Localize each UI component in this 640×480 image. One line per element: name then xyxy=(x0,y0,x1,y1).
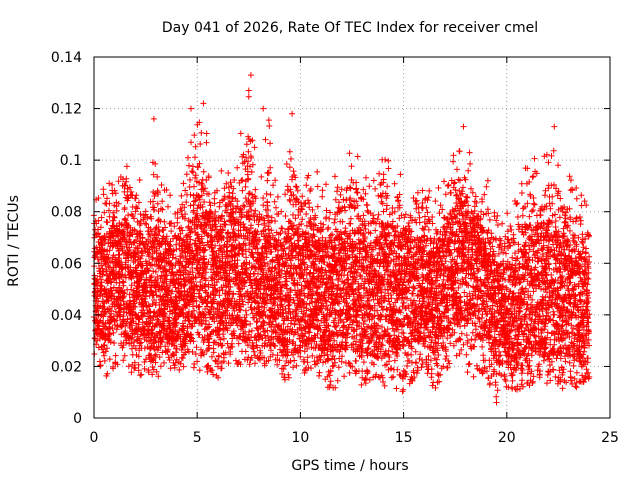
y-axis-label: ROTI / TECUs xyxy=(6,195,22,287)
x-axis-ticks: 0 5 10 15 20 25 xyxy=(90,57,619,446)
y-tick-label: 0.04 xyxy=(51,308,82,324)
y-axis-ticks: 0 0.02 0.04 0.06 0.08 0.1 0.12 0.14 xyxy=(51,50,610,427)
x-tick-label: 10 xyxy=(291,430,309,446)
y-tick-label: 0.06 xyxy=(51,256,82,272)
y-tick-label: 0.14 xyxy=(51,50,82,66)
x-tick-label: 5 xyxy=(193,430,202,446)
y-tick-label: 0.02 xyxy=(51,359,82,375)
plot-border xyxy=(93,56,611,419)
x-tick-label: 20 xyxy=(498,430,516,446)
y-tick-label: 0.08 xyxy=(51,205,82,221)
chart-title: Day 041 of 2026, Rate Of TEC Index for r… xyxy=(162,20,538,36)
y-tick-label: 0 xyxy=(73,411,82,427)
plot-frame xyxy=(93,56,611,419)
y-tick-label: 0.1 xyxy=(60,153,82,169)
x-tick-label: 0 xyxy=(90,430,99,446)
x-tick-label: 25 xyxy=(601,430,619,446)
x-tick-label: 15 xyxy=(395,430,413,446)
x-axis-label: GPS time / hours xyxy=(291,458,408,474)
y-tick-label: 0.12 xyxy=(51,102,82,118)
